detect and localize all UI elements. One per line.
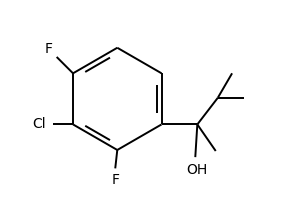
Text: F: F: [111, 173, 119, 187]
Text: OH: OH: [187, 163, 208, 177]
Text: Cl: Cl: [32, 117, 46, 131]
Text: F: F: [44, 42, 52, 56]
